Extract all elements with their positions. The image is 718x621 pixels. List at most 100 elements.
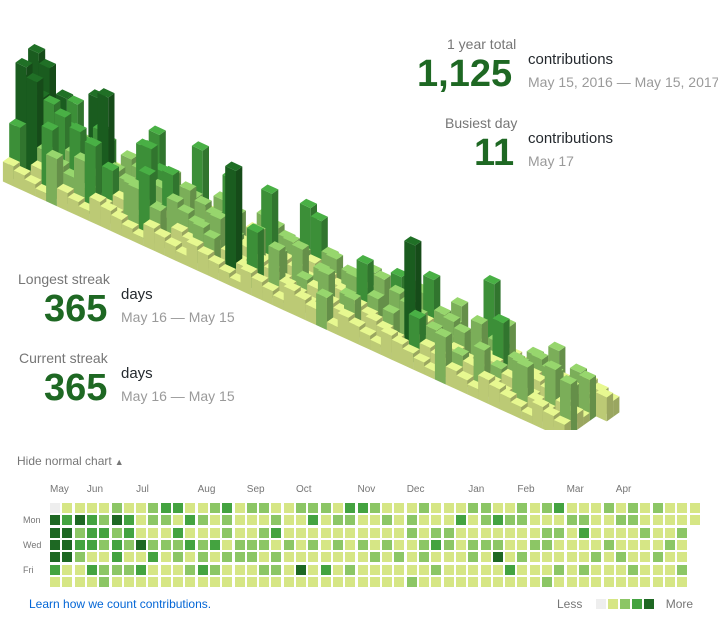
day-cell[interactable]	[566, 503, 577, 513]
day-cell[interactable]	[468, 515, 479, 526]
day-cell[interactable]	[283, 503, 294, 513]
day-cell[interactable]	[74, 527, 85, 538]
day-cell[interactable]	[677, 539, 688, 550]
day-cell[interactable]	[455, 552, 466, 563]
day-cell[interactable]	[160, 527, 171, 538]
day-cell[interactable]	[480, 539, 491, 550]
day-cell[interactable]	[50, 503, 60, 513]
day-cell[interactable]	[99, 552, 110, 563]
day-cell[interactable]	[197, 564, 208, 575]
day-cell[interactable]	[123, 527, 134, 538]
day-cell[interactable]	[615, 503, 626, 513]
day-cell[interactable]	[480, 576, 491, 587]
day-cell[interactable]	[99, 576, 110, 587]
day-cell[interactable]	[271, 539, 282, 550]
day-cell[interactable]	[86, 515, 97, 526]
day-cell[interactable]	[136, 515, 147, 526]
day-cell[interactable]	[505, 527, 516, 538]
day-cell[interactable]	[259, 576, 270, 587]
day-cell[interactable]	[136, 527, 147, 538]
day-cell[interactable]	[542, 552, 552, 563]
day-cell[interactable]	[320, 539, 331, 550]
day-cell[interactable]	[111, 539, 122, 550]
day-cell[interactable]	[578, 503, 589, 513]
day-cell[interactable]	[529, 527, 540, 538]
learn-contributions-link[interactable]: Learn how we count contributions.	[29, 597, 212, 611]
day-cell[interactable]	[148, 576, 159, 587]
day-cell[interactable]	[578, 515, 589, 526]
day-cell[interactable]	[209, 539, 220, 550]
day-cell[interactable]	[369, 552, 380, 563]
day-cell[interactable]	[468, 564, 479, 575]
day-cell[interactable]	[652, 576, 663, 587]
day-cell[interactable]	[173, 527, 183, 538]
day-cell[interactable]	[86, 503, 97, 513]
day-cell[interactable]	[197, 539, 208, 550]
day-cell[interactable]	[136, 564, 147, 575]
day-cell[interactable]	[296, 503, 306, 513]
day-cell[interactable]	[74, 503, 85, 513]
day-cell[interactable]	[394, 539, 405, 550]
day-cell[interactable]	[99, 515, 110, 526]
day-cell[interactable]	[234, 527, 245, 538]
day-cell[interactable]	[492, 564, 503, 575]
day-cell[interactable]	[603, 503, 614, 513]
day-cell[interactable]	[283, 576, 294, 587]
day-cell[interactable]	[345, 539, 356, 550]
day-cell[interactable]	[529, 503, 540, 513]
day-cell[interactable]	[517, 515, 528, 526]
day-cell[interactable]	[652, 552, 663, 563]
day-cell[interactable]	[652, 527, 663, 538]
day-cell[interactable]	[480, 503, 491, 513]
day-cell[interactable]	[455, 576, 466, 587]
day-cell[interactable]	[74, 576, 85, 587]
day-cell[interactable]	[578, 527, 589, 538]
day-cell[interactable]	[505, 539, 516, 550]
day-cell[interactable]	[62, 515, 73, 526]
day-cell[interactable]	[406, 527, 417, 538]
day-cell[interactable]	[566, 527, 577, 538]
day-cell[interactable]	[185, 539, 196, 550]
day-cell[interactable]	[99, 503, 110, 513]
day-cell[interactable]	[332, 515, 343, 526]
day-cell[interactable]	[480, 564, 491, 575]
day-cell[interactable]	[640, 503, 651, 513]
day-cell[interactable]	[283, 539, 294, 550]
day-cell[interactable]	[320, 552, 331, 563]
day-cell[interactable]	[529, 515, 540, 526]
day-cell[interactable]	[74, 539, 85, 550]
day-cell[interactable]	[296, 539, 306, 550]
day-cell[interactable]	[369, 539, 380, 550]
day-cell[interactable]	[99, 564, 110, 575]
day-cell[interactable]	[222, 576, 233, 587]
day-cell[interactable]	[209, 503, 220, 513]
day-cell[interactable]	[173, 503, 183, 513]
day-cell[interactable]	[160, 539, 171, 550]
day-cell[interactable]	[603, 527, 614, 538]
day-cell[interactable]	[640, 552, 651, 563]
day-cell[interactable]	[246, 564, 257, 575]
day-cell[interactable]	[173, 576, 183, 587]
day-cell[interactable]	[308, 576, 319, 587]
day-cell[interactable]	[542, 515, 552, 526]
day-cell[interactable]	[554, 564, 565, 575]
day-cell[interactable]	[246, 539, 257, 550]
day-cell[interactable]	[628, 552, 639, 563]
day-cell[interactable]	[222, 503, 233, 513]
day-cell[interactable]	[234, 503, 245, 513]
day-cell[interactable]	[566, 564, 577, 575]
day-cell[interactable]	[320, 527, 331, 538]
day-cell[interactable]	[74, 515, 85, 526]
day-cell[interactable]	[505, 503, 516, 513]
day-cell[interactable]	[578, 564, 589, 575]
day-cell[interactable]	[148, 552, 159, 563]
day-cell[interactable]	[296, 576, 306, 587]
day-cell[interactable]	[222, 515, 233, 526]
day-cell[interactable]	[382, 539, 393, 550]
day-cell[interactable]	[86, 564, 97, 575]
day-cell[interactable]	[443, 527, 454, 538]
day-cell[interactable]	[160, 564, 171, 575]
day-cell[interactable]	[320, 503, 331, 513]
day-cell[interactable]	[209, 515, 220, 526]
day-cell[interactable]	[332, 576, 343, 587]
